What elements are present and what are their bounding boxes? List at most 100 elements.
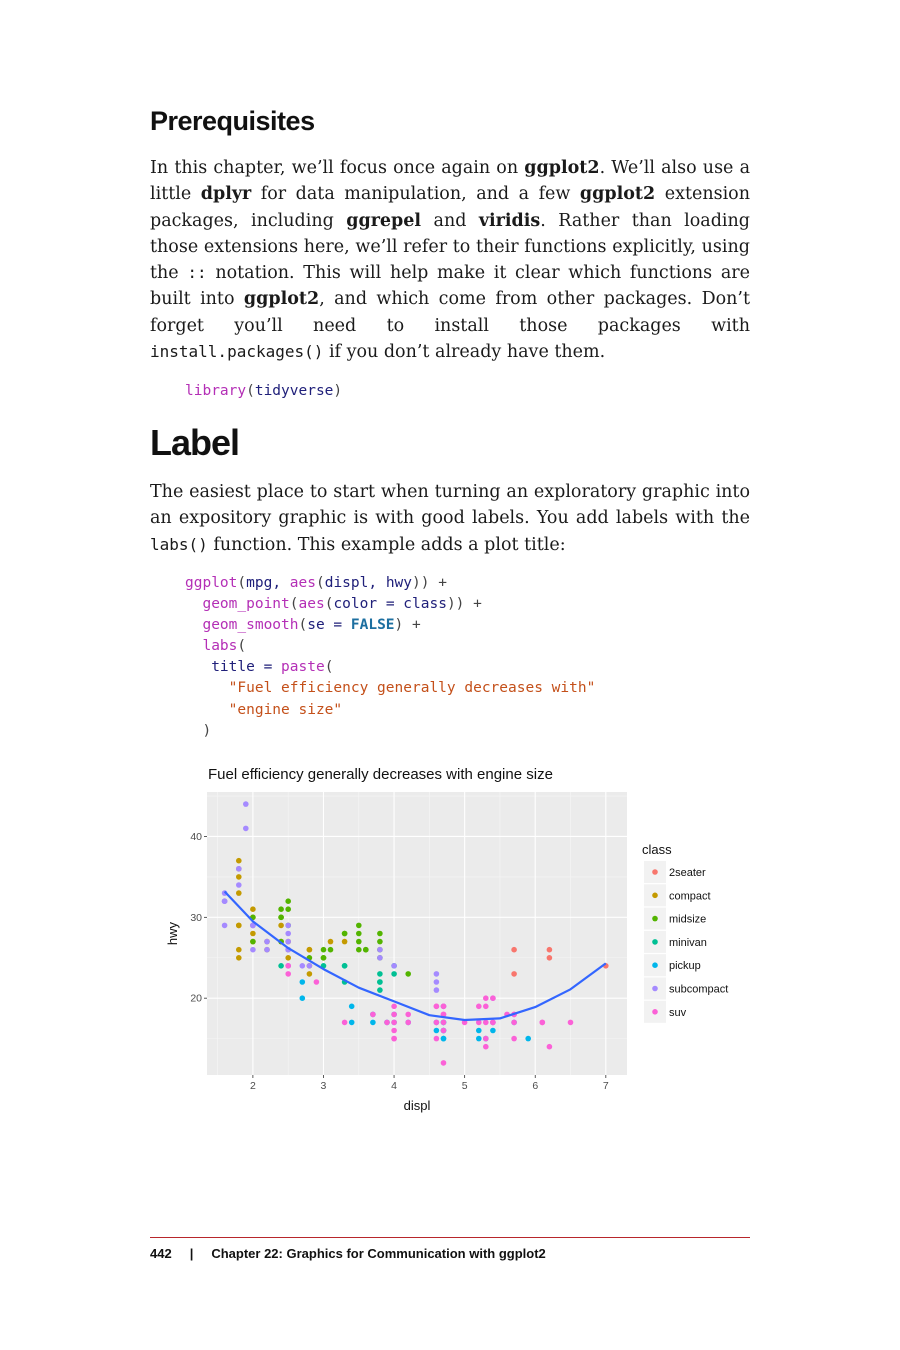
data-point-subcompact: [285, 938, 291, 945]
chart-title: Fuel efficiency generally decreases with…: [208, 766, 553, 783]
code-argument: displ, hwy: [324, 575, 413, 591]
data-point-compact: [306, 971, 313, 977]
prerequisites-paragraph: In this chapter, we’ll focus once again …: [150, 155, 750, 365]
data-point-2seater: [511, 946, 517, 953]
data-point-midsize: [320, 946, 327, 953]
data-point-subcompact: [250, 946, 256, 953]
data-point-suv: [511, 1035, 517, 1042]
code-function: library: [185, 383, 247, 399]
data-point-pickup: [490, 1027, 496, 1034]
legend-key-compact: [652, 892, 658, 899]
label-paragraph: The easiest place to start when turning …: [150, 479, 750, 558]
x-tick-label: 3: [321, 1080, 327, 1092]
data-point-subcompact: [299, 963, 306, 969]
data-point-suv: [483, 1035, 489, 1042]
data-point-suv: [370, 1011, 376, 1018]
data-point-compact: [236, 857, 242, 864]
legend-key-subcompact: [652, 985, 658, 992]
data-point-compact: [236, 874, 242, 880]
data-point-minivan: [377, 979, 383, 985]
data-point-midsize: [341, 930, 348, 937]
data-point-compact: [236, 890, 242, 896]
data-point-pickup: [348, 1003, 355, 1010]
data-point-midsize: [377, 938, 383, 945]
legend-key-pickup: [652, 962, 658, 968]
code-function: aes: [298, 596, 325, 613]
code-block-ggplot: ggplot(mpg, aes(displ, hwy)) + geom_poin…: [185, 575, 596, 739]
code-function: ggplot: [185, 575, 238, 591]
data-point-pickup: [476, 1027, 482, 1034]
data-point-subcompact: [285, 922, 291, 929]
x-tick-label: 2: [250, 1080, 256, 1092]
package-name: ggplot2: [579, 184, 656, 205]
legend-label-midsize: midsize: [669, 914, 706, 926]
legend-key-suv: [652, 1009, 658, 1015]
data-point-suv: [341, 1019, 348, 1026]
package-name: ggrepel: [346, 210, 422, 231]
data-point-suv: [476, 1019, 482, 1026]
data-point-subcompact: [306, 963, 313, 969]
data-point-midsize: [405, 971, 411, 977]
code-function: labs: [202, 638, 238, 655]
data-point-compact: [250, 906, 256, 912]
data-point-subcompact: [264, 946, 270, 953]
data-point-minivan: [377, 971, 383, 977]
data-point-subcompact: [264, 938, 270, 945]
data-point-midsize: [285, 898, 291, 904]
inline-code: labs(): [150, 534, 208, 554]
data-point-suv: [483, 1019, 489, 1026]
data-point-suv: [440, 1019, 447, 1026]
data-point-subcompact: [285, 930, 291, 937]
legend-label-subcompact: subcompact: [669, 984, 728, 996]
data-point-suv: [483, 1043, 489, 1050]
data-point-suv: [483, 995, 489, 1001]
data-point-pickup: [299, 995, 306, 1001]
data-point-subcompact: [391, 963, 397, 969]
legend-label-compact: compact: [669, 890, 711, 902]
data-point-subcompact: [243, 801, 249, 807]
data-point-midsize: [285, 906, 291, 912]
data-point-compact: [236, 922, 242, 929]
legend-label-pickup: pickup: [669, 960, 701, 972]
data-point-suv: [440, 1060, 447, 1066]
code-string: "engine size": [228, 701, 343, 718]
legend-key-midsize: [652, 915, 658, 922]
section-heading-label: Label: [150, 422, 240, 463]
data-point-minivan: [278, 963, 284, 969]
data-point-suv: [483, 1003, 489, 1010]
footer-rule: [150, 1237, 750, 1238]
text-run: and: [421, 210, 479, 231]
page-footer: 442 | Chapter 22: Graphics for Communicati…: [150, 1246, 546, 1261]
data-point-2seater: [546, 946, 553, 953]
data-point-subcompact: [221, 898, 228, 904]
text-run: . We’ll also use a little: [150, 158, 750, 205]
code-function: paste: [281, 659, 325, 676]
data-point-compact: [327, 938, 334, 945]
text-run: In this chapter, we’ll focus once again …: [150, 158, 525, 178]
data-point-minivan: [341, 963, 348, 969]
code-string: "Fuel efficiency generally decreases wit…: [228, 680, 596, 697]
data-point-suv: [539, 1019, 546, 1026]
data-point-suv: [285, 963, 291, 969]
code-block-library: library(tidyverse): [185, 383, 343, 399]
text-run: , and which come from other packages. Do…: [150, 289, 750, 336]
code-argument: color = class: [333, 596, 447, 613]
package-name: dplyr: [200, 184, 252, 205]
section-heading-prerequisites: Prerequisites: [150, 106, 315, 136]
scatter-plot-figure: 2 3 4 5 6 7 20 30 40 Fuel efficiency generally de…: [165, 766, 728, 1113]
text-run: for data manipulation, and a few: [251, 184, 580, 205]
data-point-pickup: [299, 979, 306, 985]
data-point-subcompact: [377, 955, 383, 961]
data-point-suv: [440, 1003, 447, 1010]
code-argument: mpg,: [246, 575, 290, 591]
data-point-suv: [567, 1019, 574, 1026]
code-function: aes: [289, 575, 316, 591]
data-point-subcompact: [250, 922, 256, 929]
data-point-midsize: [327, 946, 334, 953]
data-point-compact: [285, 955, 291, 961]
data-point-compact: [236, 946, 242, 953]
data-point-midsize: [278, 906, 284, 912]
data-point-pickup: [525, 1035, 531, 1042]
data-point-subcompact: [433, 987, 440, 993]
data-point-suv: [476, 1003, 482, 1010]
